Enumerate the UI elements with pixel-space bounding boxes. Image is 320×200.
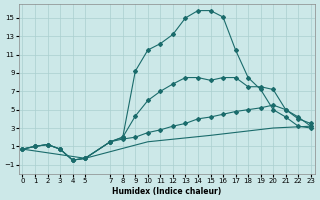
X-axis label: Humidex (Indice chaleur): Humidex (Indice chaleur) bbox=[112, 187, 221, 196]
